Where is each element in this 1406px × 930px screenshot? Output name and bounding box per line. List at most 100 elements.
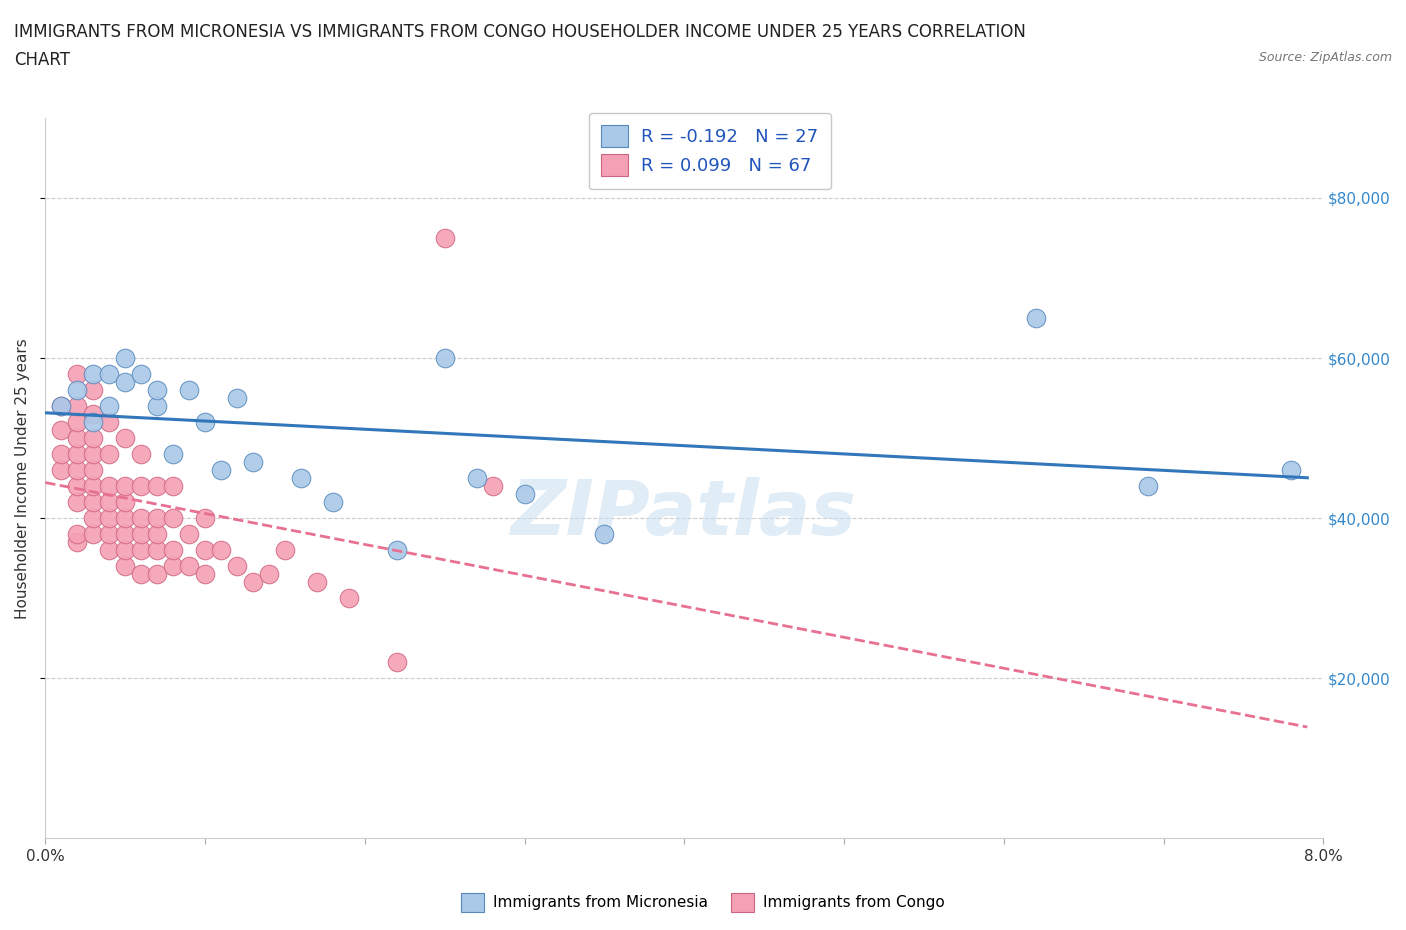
Text: Source: ZipAtlas.com: Source: ZipAtlas.com	[1258, 51, 1392, 64]
Point	[66, 495, 89, 510]
Point	[98, 366, 121, 381]
Point	[146, 566, 169, 581]
Point	[385, 543, 408, 558]
Point	[129, 566, 152, 581]
Point	[66, 535, 89, 550]
Point	[129, 446, 152, 461]
Point	[226, 391, 249, 405]
Point	[98, 526, 121, 541]
Point	[465, 471, 488, 485]
Point	[433, 231, 456, 246]
Point	[177, 559, 200, 574]
Text: ZIPatlas: ZIPatlas	[512, 477, 858, 551]
Point	[162, 511, 184, 525]
Point	[114, 543, 136, 558]
Point	[146, 511, 169, 525]
Point	[1025, 311, 1047, 325]
Point	[146, 382, 169, 397]
Point	[66, 463, 89, 478]
Legend: R = -0.192   N = 27, R = 0.099   N = 67: R = -0.192 N = 27, R = 0.099 N = 67	[589, 113, 831, 189]
Point	[129, 526, 152, 541]
Point	[177, 382, 200, 397]
Point	[66, 382, 89, 397]
Point	[129, 543, 152, 558]
Point	[209, 543, 232, 558]
Point	[82, 511, 104, 525]
Point	[129, 366, 152, 381]
Point	[257, 566, 280, 581]
Legend: Immigrants from Micronesia, Immigrants from Congo: Immigrants from Micronesia, Immigrants f…	[456, 887, 950, 918]
Point	[177, 526, 200, 541]
Point	[146, 399, 169, 414]
Point	[66, 446, 89, 461]
Point	[114, 351, 136, 365]
Point	[162, 479, 184, 494]
Point	[66, 479, 89, 494]
Point	[82, 446, 104, 461]
Point	[129, 511, 152, 525]
Point	[51, 399, 73, 414]
Point	[274, 543, 297, 558]
Point	[146, 526, 169, 541]
Point	[114, 526, 136, 541]
Point	[290, 471, 312, 485]
Point	[114, 431, 136, 445]
Point	[51, 446, 73, 461]
Point	[242, 455, 264, 470]
Text: CHART: CHART	[14, 51, 70, 69]
Point	[1279, 463, 1302, 478]
Point	[322, 495, 344, 510]
Point	[305, 575, 328, 590]
Point	[82, 495, 104, 510]
Point	[209, 463, 232, 478]
Point	[226, 559, 249, 574]
Point	[114, 479, 136, 494]
Point	[194, 566, 217, 581]
Point	[82, 382, 104, 397]
Point	[82, 431, 104, 445]
Point	[162, 543, 184, 558]
Point	[385, 655, 408, 670]
Point	[194, 543, 217, 558]
Point	[66, 366, 89, 381]
Point	[98, 415, 121, 430]
Point	[162, 446, 184, 461]
Point	[129, 479, 152, 494]
Point	[82, 415, 104, 430]
Point	[114, 495, 136, 510]
Point	[51, 463, 73, 478]
Point	[98, 446, 121, 461]
Point	[194, 415, 217, 430]
Point	[114, 375, 136, 390]
Point	[114, 559, 136, 574]
Point	[1136, 479, 1159, 494]
Point	[98, 495, 121, 510]
Point	[513, 486, 536, 501]
Point	[51, 423, 73, 438]
Point	[66, 526, 89, 541]
Point	[593, 526, 616, 541]
Point	[51, 399, 73, 414]
Point	[82, 406, 104, 421]
Text: IMMIGRANTS FROM MICRONESIA VS IMMIGRANTS FROM CONGO HOUSEHOLDER INCOME UNDER 25 : IMMIGRANTS FROM MICRONESIA VS IMMIGRANTS…	[14, 23, 1026, 41]
Point	[162, 559, 184, 574]
Point	[146, 479, 169, 494]
Point	[82, 479, 104, 494]
Point	[481, 479, 503, 494]
Point	[242, 575, 264, 590]
Point	[98, 543, 121, 558]
Point	[98, 479, 121, 494]
Point	[82, 366, 104, 381]
Point	[98, 511, 121, 525]
Point	[98, 399, 121, 414]
Point	[66, 399, 89, 414]
Point	[194, 511, 217, 525]
Point	[433, 351, 456, 365]
Point	[82, 463, 104, 478]
Point	[114, 511, 136, 525]
Point	[337, 591, 360, 605]
Point	[66, 431, 89, 445]
Y-axis label: Householder Income Under 25 years: Householder Income Under 25 years	[15, 338, 30, 618]
Point	[146, 543, 169, 558]
Point	[82, 526, 104, 541]
